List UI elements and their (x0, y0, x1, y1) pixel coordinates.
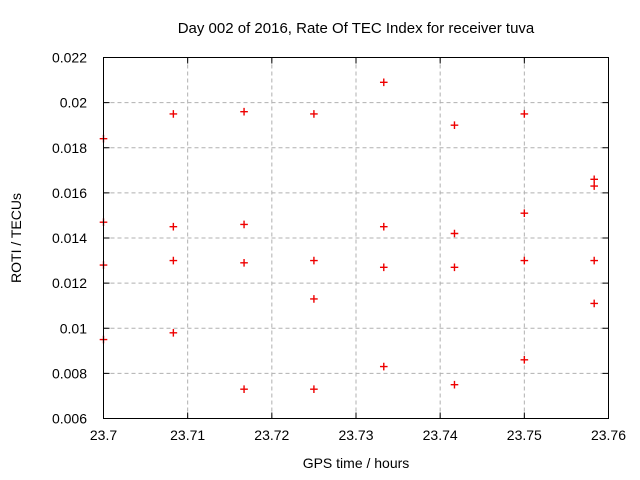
data-point-marker (240, 385, 248, 393)
grid-lines (103, 57, 609, 419)
x-tick-label: 23.72 (254, 427, 289, 443)
data-point-marker (520, 110, 529, 118)
y-tick-label: 0.014 (52, 230, 87, 246)
data-points (99, 78, 598, 393)
y-tick-label: 0.022 (52, 50, 87, 66)
data-point-marker (450, 229, 459, 238)
data-point-marker (590, 175, 598, 184)
data-point-marker (520, 356, 529, 364)
data-point-marker (379, 222, 388, 231)
data-point-marker (310, 110, 318, 118)
data-point-marker (520, 256, 529, 265)
chart-title: Day 002 of 2016, Rate Of TEC Index for r… (177, 20, 535, 37)
x-tick-label: 23.76 (591, 427, 626, 443)
plot-frame (103, 57, 609, 419)
data-point-marker (310, 295, 318, 303)
data-point-marker (169, 110, 178, 118)
y-tick-label: 0.006 (52, 411, 87, 427)
x-tick-label: 23.74 (423, 427, 458, 443)
y-tick-labels: 0.006 0.008 0.01 0.012 0.014 0.016 0.018 0.02 0.… (52, 50, 87, 427)
data-point-marker (240, 107, 248, 116)
data-point-marker (379, 78, 388, 87)
x-tick-labels: 23.7 23.71 23.72 23.73 23.74 23.75 23.76 (90, 427, 626, 443)
x-tick-label: 23.71 (170, 427, 205, 443)
y-tick-label: 0.018 (52, 140, 87, 156)
data-point-marker (240, 259, 248, 267)
data-point-marker (520, 209, 529, 217)
x-tick-label: 23.75 (507, 427, 542, 443)
data-point-marker (310, 256, 318, 265)
data-point-marker (169, 256, 178, 265)
x-axis-label: GPS time / hours (302, 455, 410, 471)
x-tick-label: 23.73 (338, 427, 373, 443)
data-point-marker (590, 256, 598, 265)
data-point-marker (590, 182, 598, 190)
x-tick-label: 23.7 (90, 427, 117, 443)
y-tick-label: 0.016 (52, 185, 87, 201)
y-tick-label: 0.01 (60, 320, 87, 336)
data-point-marker (379, 362, 388, 371)
data-point-marker (169, 222, 178, 231)
data-point-marker (240, 220, 248, 229)
y-tick-label: 0.02 (60, 95, 87, 111)
y-tick-label: 0.012 (52, 275, 87, 291)
data-point-marker (450, 380, 459, 389)
data-point-marker (379, 263, 388, 272)
y-tick-label: 0.008 (52, 365, 87, 381)
data-point-marker (590, 299, 598, 308)
data-point-marker (450, 121, 459, 129)
data-point-marker (310, 385, 318, 393)
data-point-marker (450, 263, 459, 272)
data-point-marker (169, 328, 178, 337)
